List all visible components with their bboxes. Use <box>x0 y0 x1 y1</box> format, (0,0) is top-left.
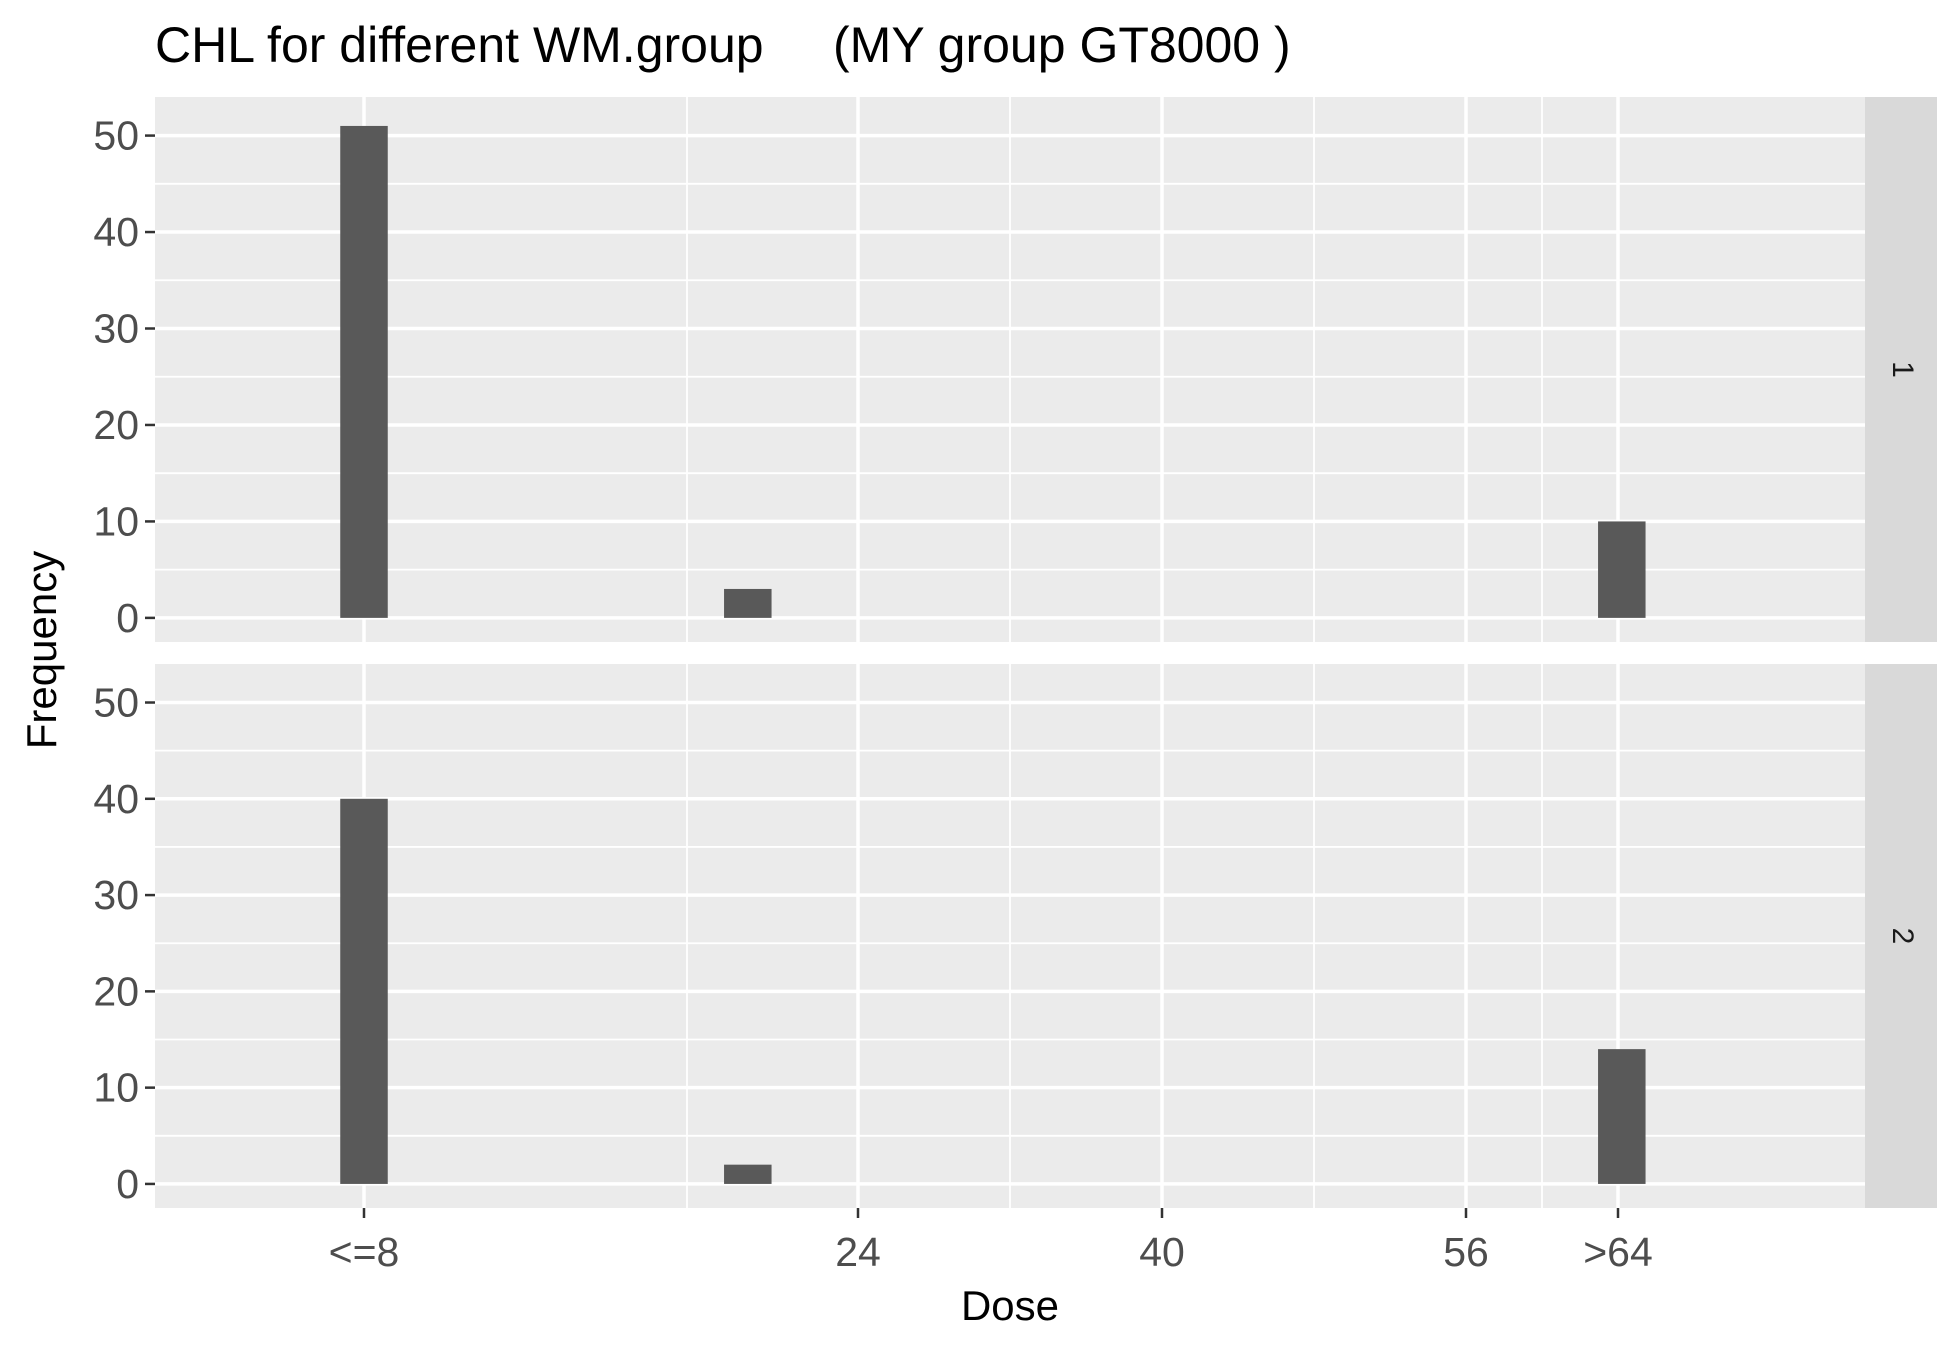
y-tick-label: 0 <box>116 1161 139 1207</box>
y-tick-label: 30 <box>93 306 139 352</box>
facet-strip <box>1865 664 1937 1208</box>
facet-panel-2: 0 10 20 30 40 50 2 <box>93 664 1937 1208</box>
y-tick-label: 50 <box>93 680 139 726</box>
y-tick-label: 20 <box>93 402 139 448</box>
bar <box>340 125 388 618</box>
y-tick-label: 30 <box>93 872 139 918</box>
bar <box>1598 521 1646 618</box>
facet-panel-1: 0 10 20 30 40 50 1 <box>93 97 1937 642</box>
y-tick-label: 20 <box>93 968 139 1014</box>
x-tick-label: 40 <box>1139 1229 1185 1275</box>
y-tick-label: 50 <box>93 113 139 159</box>
bar <box>1598 1049 1646 1184</box>
x-tick-label: 24 <box>835 1229 881 1275</box>
y-axis-title: Frequency <box>18 551 65 749</box>
facet-strip-label: 1 <box>1886 361 1919 378</box>
x-tick-label: >64 <box>1583 1229 1653 1275</box>
chart-title: CHL for different WM.group (MY group GT8… <box>155 17 1291 73</box>
y-tick-label: 40 <box>93 209 139 255</box>
facet-strip-label: 2 <box>1886 928 1919 945</box>
x-axis-title: Dose <box>961 1282 1059 1329</box>
facet-strip <box>1865 97 1937 642</box>
y-tick-label: 10 <box>93 1065 139 1111</box>
y-tick-label: 0 <box>116 595 139 641</box>
bar <box>724 588 772 618</box>
x-tick-label: <=8 <box>329 1229 400 1275</box>
x-tick-label: 56 <box>1443 1229 1489 1275</box>
bar <box>340 798 388 1184</box>
y-tick-label: 10 <box>93 498 139 544</box>
bar <box>724 1164 772 1184</box>
y-tick-label: 40 <box>93 776 139 822</box>
